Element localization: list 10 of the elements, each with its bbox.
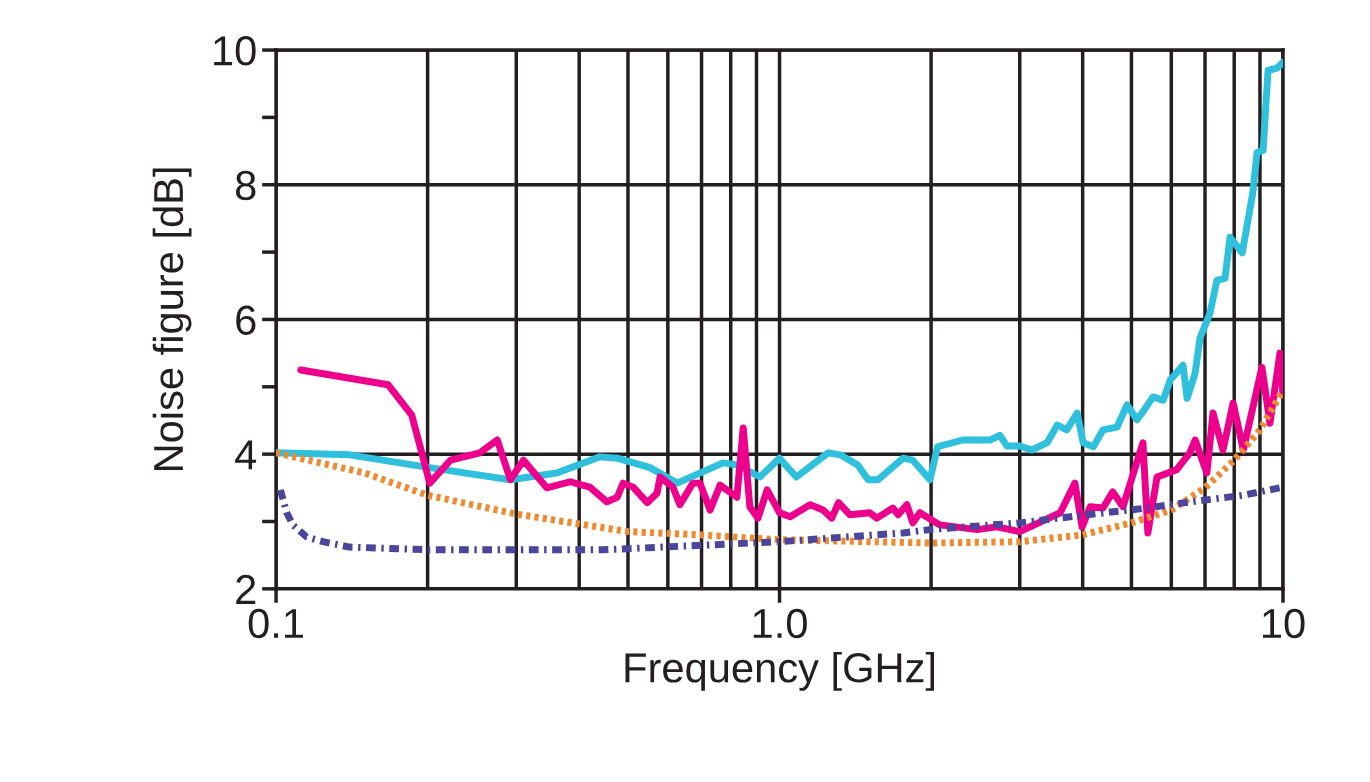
x-tick-label: 1.0 xyxy=(753,608,807,639)
x-tick-label: 10 xyxy=(1263,608,1305,639)
y-axis-title: Noise figure [dB] xyxy=(152,168,192,471)
x-tick-label: 0.1 xyxy=(248,608,303,639)
y-tick-label: 8 xyxy=(235,170,256,201)
y-tick-label: 6 xyxy=(236,305,256,335)
y-tick-label: 2 xyxy=(236,574,256,604)
x-axis-title: Frequency [GHz] xyxy=(625,651,935,691)
y-tick-label: 4 xyxy=(235,440,257,470)
y-tick-label: 10 xyxy=(214,36,256,66)
